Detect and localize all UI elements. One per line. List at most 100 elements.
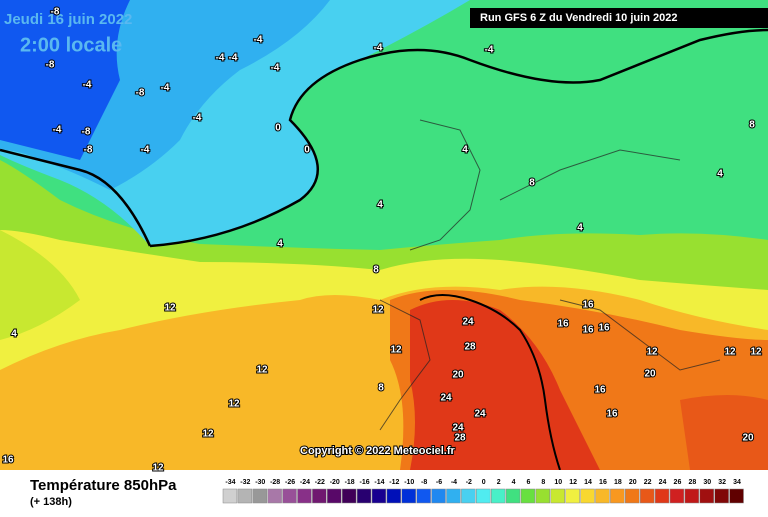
scale-swatch xyxy=(401,488,416,504)
contour-label: 12 xyxy=(256,365,268,376)
contour-label: -8 xyxy=(84,145,93,156)
scale-label: 4 xyxy=(512,479,516,486)
scale-label: -26 xyxy=(285,479,295,486)
run-box xyxy=(470,8,768,28)
scale-swatch xyxy=(490,488,506,504)
scale-label: -8 xyxy=(421,479,427,486)
contour-label: 16 xyxy=(2,455,14,466)
scale-swatch xyxy=(356,488,372,504)
contour-label: -4 xyxy=(141,145,150,156)
contour-label: 16 xyxy=(594,385,606,396)
scale-label: 10 xyxy=(554,479,562,486)
scale-swatch xyxy=(639,488,655,504)
scale-swatch xyxy=(327,488,342,504)
scale-label: 16 xyxy=(599,479,607,486)
contour-label: 24 xyxy=(440,393,452,404)
contour-label: 24 xyxy=(452,423,464,434)
contour-label: 4 xyxy=(717,169,723,180)
scale-swatch xyxy=(714,488,729,504)
contour-label: 12 xyxy=(372,305,384,316)
map xyxy=(0,0,768,471)
contour-label: -4 xyxy=(53,125,62,136)
contour-label: 0 xyxy=(275,123,281,134)
scale-swatch xyxy=(371,488,387,504)
contour-label: 4 xyxy=(577,223,583,234)
scale-swatch xyxy=(282,488,297,504)
scale-swatch xyxy=(610,488,625,504)
scale-label: 2 xyxy=(497,479,501,486)
scale-label: 14 xyxy=(584,479,592,486)
contour-label: 28 xyxy=(454,433,466,444)
scale-label: 20 xyxy=(629,479,637,486)
scale-label: 0 xyxy=(482,479,486,486)
scale-label: 30 xyxy=(703,479,711,486)
footer-title: Température 850hPa xyxy=(30,477,177,494)
contour-label: 4 xyxy=(377,200,383,211)
scale-label: -34 xyxy=(225,479,235,486)
contour-label: -4 xyxy=(485,45,494,56)
contour-label: 4 xyxy=(11,329,17,340)
scale-swatch xyxy=(431,488,446,504)
contour-label: -8 xyxy=(136,88,145,99)
scale-label: 28 xyxy=(688,479,696,486)
scale-label: 34 xyxy=(733,479,741,486)
scale-label: -22 xyxy=(315,479,325,486)
contour-label: 12 xyxy=(750,347,762,358)
contour-label: -4 xyxy=(271,63,280,74)
scale-swatch xyxy=(625,488,640,504)
scale-swatch xyxy=(267,488,282,504)
scale-label: 32 xyxy=(718,479,726,486)
contour-label: 4 xyxy=(277,239,283,250)
contour-label: 12 xyxy=(646,347,658,358)
scale-swatch xyxy=(505,488,521,504)
contour-label: -8 xyxy=(51,7,60,18)
contour-label: 20 xyxy=(742,433,754,444)
scale-label: -12 xyxy=(389,479,399,486)
color-scale: -34 -32 -30 -28 -26 -24 -22 -20 -18 -16 -14 -12 -10-… xyxy=(222,479,744,504)
copyright: Copyright © 2022 Meteociel.fr xyxy=(300,445,456,457)
contour-label: -4 xyxy=(161,83,170,94)
contour-label: 12 xyxy=(202,429,214,440)
scale-swatch xyxy=(550,488,565,504)
contour-label: -8 xyxy=(82,127,91,138)
scale-swatch xyxy=(654,488,670,504)
scale-label: -24 xyxy=(300,479,310,486)
scale-swatch xyxy=(252,488,267,504)
scale-label: -14 xyxy=(374,479,384,486)
contour-label: 12 xyxy=(152,463,164,474)
contour-label: 12 xyxy=(164,303,176,314)
contour-label: 0 xyxy=(304,145,310,156)
contour-label: -4 xyxy=(193,113,202,124)
scale-swatch xyxy=(476,488,491,504)
scale-swatch xyxy=(595,488,610,504)
scale-swatch xyxy=(669,488,685,504)
contour-label: 16 xyxy=(557,319,569,330)
contour-label: -8 xyxy=(46,60,55,71)
forecast-time: 2:00 locale xyxy=(20,34,122,56)
scale-swatch xyxy=(222,488,238,504)
scale-label: 8 xyxy=(541,479,545,486)
run-info: Run GFS 6 Z du Vendredi 10 juin 2022 xyxy=(480,12,677,24)
contour-label: 12 xyxy=(724,347,736,358)
contour-label: 4 xyxy=(462,145,468,156)
scale-label: 26 xyxy=(674,479,682,486)
scale-label: -2 xyxy=(466,479,472,486)
contour-label: -4 xyxy=(216,53,225,64)
contour-label: -4 xyxy=(229,53,238,64)
contour-label: 20 xyxy=(644,369,656,380)
scale-swatch xyxy=(520,488,536,504)
contour-label: 12 xyxy=(390,345,402,356)
scale-label: 12 xyxy=(569,479,577,486)
forecast-date: Jeudi 16 juin 2022 xyxy=(4,11,132,28)
scale-label: -16 xyxy=(359,479,369,486)
contour-label: 16 xyxy=(582,300,594,311)
scale-label: -4 xyxy=(451,479,457,486)
contour-label: 8 xyxy=(749,120,755,131)
scale-swatch xyxy=(341,488,357,504)
scale-swatch xyxy=(699,488,714,504)
contour-label: 24 xyxy=(462,317,474,328)
contour-label: -4 xyxy=(374,43,383,54)
scale-label: -18 xyxy=(345,479,355,486)
contour-label: 16 xyxy=(606,409,618,420)
